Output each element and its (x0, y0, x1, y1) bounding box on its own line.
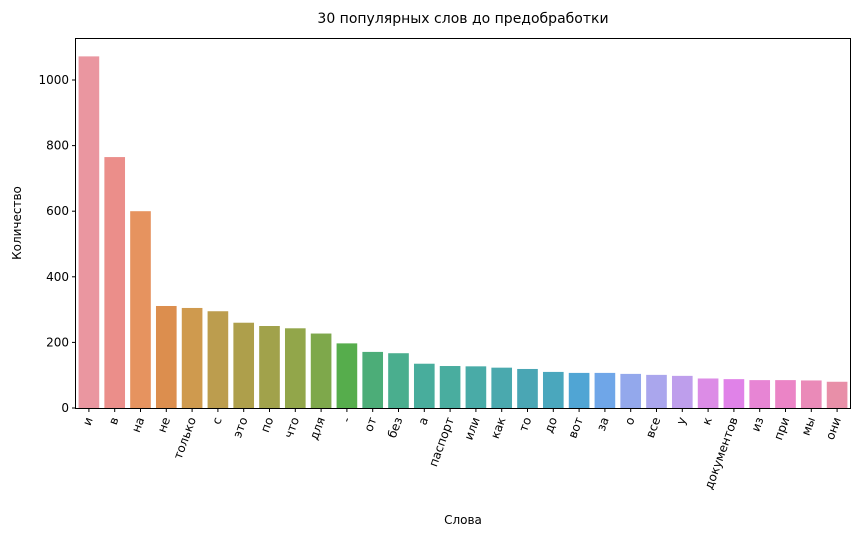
bar-14 (413, 363, 435, 408)
x-tick-label: о (622, 415, 638, 427)
x-axis-title: Слова (444, 513, 482, 527)
y-tick-label: 600 (46, 204, 69, 218)
x-tick-label: в (106, 415, 122, 426)
x-tick-label: у (674, 415, 690, 426)
bar-23 (646, 374, 667, 408)
y-tick-label: 200 (46, 335, 69, 349)
bar-9 (284, 328, 306, 408)
x-tick-label: из (749, 415, 767, 433)
x-tick-label: при (771, 415, 792, 442)
bar-16 (465, 366, 487, 408)
y-axis-ticks: 0 200 400 600 800 1000 (38, 73, 76, 415)
bar-19 (542, 371, 564, 408)
y-tick-label: 800 (46, 139, 69, 153)
x-tick-label: до (542, 415, 561, 434)
x-tick-label: без (385, 415, 405, 440)
bars-group (78, 56, 848, 408)
x-tick-label: только (171, 415, 199, 461)
bar-12 (362, 351, 384, 408)
bar-15 (439, 366, 461, 408)
bar-18 (517, 368, 538, 408)
x-tick-label: на (129, 415, 147, 434)
x-tick-label: они (823, 415, 844, 441)
x-tick-label: не (155, 415, 173, 434)
x-tick-label: от (361, 415, 379, 433)
chart-title: 30 популярных слов до предобработки (317, 11, 608, 27)
y-tick-label: 0 (61, 401, 69, 415)
bar-4 (155, 305, 177, 408)
plot-frame (75, 38, 851, 409)
y-tick-label: 400 (46, 270, 69, 284)
bar-5 (181, 307, 203, 408)
x-tick-label: документов (702, 415, 741, 491)
bar-6 (207, 311, 229, 408)
x-tick-label: с (209, 415, 224, 426)
bar-29 (800, 380, 822, 408)
bar-22 (620, 373, 642, 408)
x-tick-label: как (488, 415, 509, 440)
bar-3 (130, 211, 151, 408)
x-tick-label: и (80, 415, 96, 427)
bar-17 (491, 367, 513, 408)
bar-21 (594, 372, 616, 408)
x-tick-label: - (339, 415, 354, 424)
x-tick-label: что (282, 415, 302, 440)
y-tick-label: 1000 (38, 73, 69, 87)
x-tick-label: к (699, 415, 715, 427)
x-tick-label: а (415, 415, 431, 427)
x-tick-label: то (516, 415, 534, 433)
x-tick-label: мы (799, 415, 818, 437)
bar-26 (723, 379, 745, 408)
x-tick-label: все (643, 415, 663, 440)
bar-1 (78, 56, 100, 408)
bar-20 (568, 372, 590, 408)
x-tick-label: паспорт (426, 415, 457, 468)
x-tick-label: вот (565, 415, 585, 440)
bar-2 (104, 157, 126, 408)
bar-28 (775, 380, 796, 408)
bar-10 (310, 333, 332, 408)
bar-7 (233, 322, 255, 408)
x-tick-label: по (258, 415, 276, 434)
bar-13 (388, 353, 409, 408)
bar-8 (259, 326, 280, 408)
bar-24 (671, 375, 693, 408)
x-tick-label: за (594, 415, 612, 433)
bar-30 (826, 381, 848, 408)
bar-25 (697, 378, 719, 408)
bar-27 (749, 380, 771, 408)
bar-11 (336, 343, 358, 408)
y-axis-title: Количество (10, 186, 24, 260)
x-tick-label: или (462, 415, 483, 442)
x-tick-label: это (230, 415, 250, 439)
x-tick-label: для (307, 415, 328, 442)
